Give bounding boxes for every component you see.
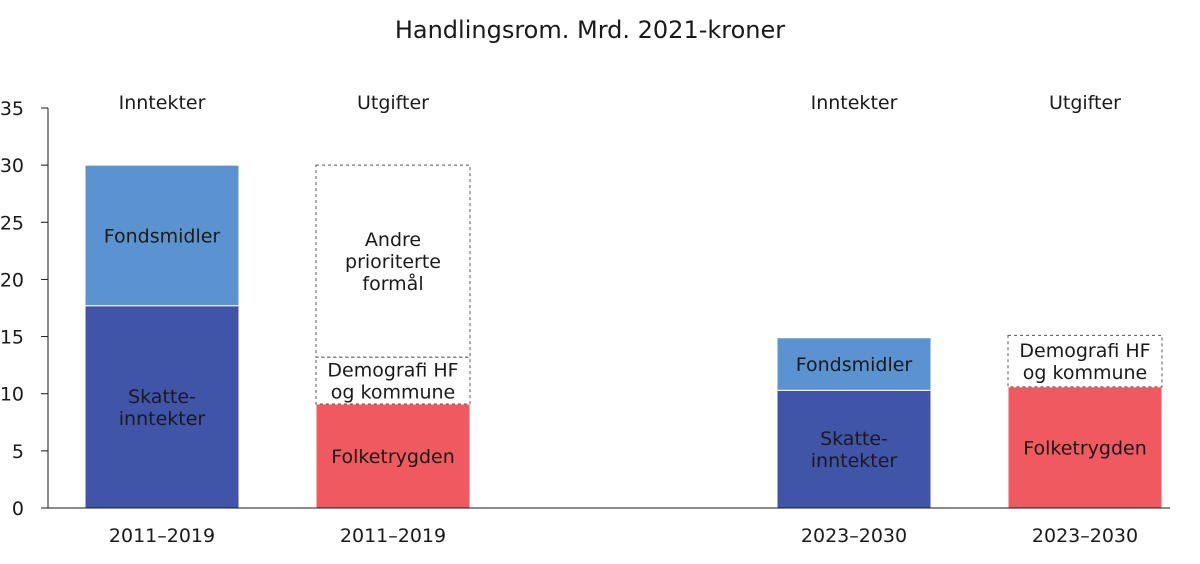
segment-label: Folketrygden (331, 446, 455, 468)
y-tick-label: 15 (0, 327, 24, 349)
segment-label-line: Folketrygden (331, 446, 455, 468)
y-tick-label: 35 (0, 98, 24, 120)
chart-title: Handlingsrom. Mrd. 2021-kroner (395, 16, 785, 44)
x-category-label: 2011–2019 (109, 525, 215, 547)
segment-label-line: inntekter (811, 450, 898, 472)
bars: Skatte-inntekter Fondsmidler Inntekter Folk… (84, 92, 1163, 509)
y-tick-label: 10 (0, 384, 24, 406)
bar-header: Utgifter (1049, 92, 1121, 114)
y-axis: 0 5 10 15 20 25 30 35 (0, 98, 49, 520)
bar-stack: Folketrygden Demografi HF og kommune Andre p… (315, 164, 471, 509)
segment-label-line: Demografi HF (1019, 340, 1150, 362)
y-tick-label: 25 (0, 212, 24, 234)
y-tick-label: 20 (0, 269, 24, 291)
y-tick-label: 30 (0, 155, 24, 177)
bar-stack: Skatte-inntekter Fondsmidler (84, 164, 240, 509)
bar-segment (84, 164, 240, 307)
bar-segment (315, 356, 471, 405)
segment-label: Fondsmidler (104, 225, 221, 247)
segment-label: Folketrygden (1023, 437, 1147, 459)
y-tick-label: 5 (12, 441, 24, 463)
bar-stack: Folketrygden Demografi HF og kommune (1007, 334, 1163, 509)
segment-label-line: Skatte- (820, 428, 888, 450)
x-category-label: 2011–2019 (340, 525, 446, 547)
segment-label: Skatte-inntekter (119, 386, 206, 430)
segment-label: Andre prioriterte formål (345, 229, 441, 295)
bar-segment (315, 164, 471, 358)
bar-segment (776, 389, 932, 509)
x-category-label: 2023–2030 (1032, 525, 1138, 547)
segment-label-line: og kommune (1023, 362, 1147, 384)
bar-header: Utgifter (357, 92, 429, 114)
segment-label-line: formål (362, 272, 423, 295)
segment-label: Fondsmidler (796, 354, 913, 376)
bar-segment (1007, 334, 1163, 388)
segment-label-line: Folketrygden (1023, 437, 1147, 459)
segment-label-line: Demografi HF (327, 360, 458, 382)
segment-label-line: og kommune (331, 382, 455, 404)
segment-label: Skatte-inntekter (811, 428, 898, 472)
bar-segment (776, 337, 932, 391)
segment-label-line: Andre (365, 229, 421, 251)
bar-header: Inntekter (119, 92, 206, 114)
segment-label-line: Fondsmidler (796, 354, 913, 376)
bar-segment (84, 305, 240, 509)
segment-label-line: Fondsmidler (104, 225, 221, 247)
segment-label: Demografi HF og kommune (327, 360, 458, 404)
x-category-label: 2023–2030 (801, 525, 907, 547)
bar-stack: Skatte-inntekter Fondsmidler (776, 337, 932, 509)
segment-label-line: inntekter (119, 408, 206, 430)
segment-label-line: prioriterte (345, 251, 441, 273)
y-tick-label: 0 (12, 498, 24, 520)
segment-label: Demografi HF og kommune (1019, 340, 1150, 384)
bar-header: Inntekter (811, 92, 898, 114)
segment-label-line: Skatte- (128, 386, 196, 408)
x-axis: 2011–2019 2011–2019 2023–2030 2023–2030 (48, 507, 1170, 547)
